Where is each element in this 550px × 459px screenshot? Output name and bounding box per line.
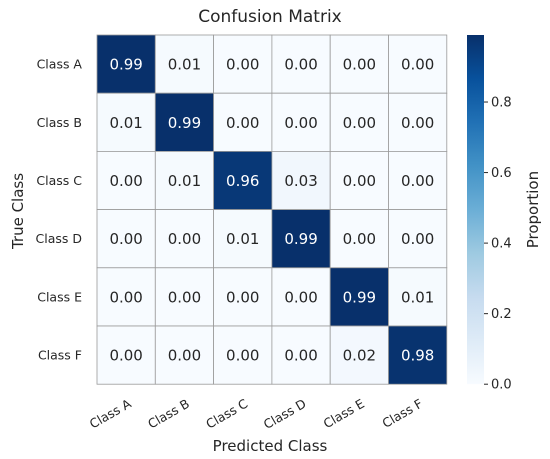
x-tick-label: Class A [87,396,134,432]
heatmap-cell [271,92,331,152]
heatmap-cell [271,325,331,385]
cell-value-label: 0.00 [343,230,376,248]
cell-value-label: 0.00 [284,114,317,132]
y-axis-ticks: Class A Class B Class C Class D Class E Class… [36,57,83,363]
cell-value-label: 0.00 [401,114,434,132]
cell-value-label: 0.00 [109,288,142,306]
heatmap-cell [213,209,273,269]
heatmap-cells: 0.99 0.01 0.00 0.00 0.00 0.00 0.01 0.99 0.00 0.00… [96,34,448,385]
heatmap-cell [271,267,331,327]
cell-value-label: 0.00 [168,347,201,365]
cell-value-label: 0.00 [168,288,201,306]
cell-value-label: 0.99 [168,114,201,132]
heatmap-cell [271,209,331,269]
cell-value-label: 0.03 [284,172,317,190]
x-tick-label: Class B [145,396,192,432]
heatmap-cell [271,150,331,210]
cell-value-label: 0.00 [109,172,142,190]
cell-value-label: 0.00 [226,114,259,132]
heatmap-cell [96,150,156,210]
y-tick-label: Class A [37,57,83,72]
colorbar-tick-label: 0.0 [491,378,512,393]
cell-value-label: 0.00 [401,172,434,190]
colorbar: 0.0 0.2 0.4 0.6 0.8 Proportion [467,35,542,393]
cell-value-label: 0.01 [226,230,259,248]
cell-value-label: 0.00 [284,347,317,365]
heatmap-cell [154,34,215,94]
colorbar-gradient [467,35,484,385]
cell-value-label: 0.01 [168,56,201,74]
cell-value-label: 0.00 [284,288,317,306]
colorbar-tick-label: 0.2 [491,307,512,322]
colorbar-tick-label: 0.8 [491,96,512,111]
y-tick-label: Class B [37,115,82,130]
cell-value-label: 0.00 [226,56,259,74]
y-tick-label: Class C [36,173,82,188]
heatmap-cell [388,209,448,269]
heatmap-cell [388,34,448,94]
heatmap-cell [329,34,389,94]
cell-value-label: 0.00 [226,288,259,306]
cell-value-label: 0.99 [284,230,317,248]
heatmap-cell [329,209,389,269]
cell-value-label: 0.00 [343,172,376,190]
cell-value-label: 0.00 [168,230,201,248]
heatmap-cell [388,92,448,152]
x-tick-label: Class F [379,396,425,431]
cell-value-label: 0.00 [226,347,259,365]
x-axis-label: Predicted Class [213,437,328,455]
heatmap-cell [329,150,389,210]
x-axis-ticks: Class A Class B Class C Class D Class E Class… [87,396,425,432]
cell-value-label: 0.00 [401,56,434,74]
y-tick-label: Class E [37,289,82,304]
heatmap-cell [96,325,156,385]
colorbar-tick-label: 0.4 [491,237,512,252]
cell-value-label: 0.96 [226,172,259,190]
colorbar-tick-label: 0.6 [491,166,512,181]
heatmap-cell [213,34,273,94]
x-tick-label: Class E [321,396,367,431]
heatmap-cell [388,325,448,385]
colorbar-ticks: 0.0 0.2 0.4 0.6 0.8 [484,96,512,393]
cell-value-label: 0.02 [343,347,376,365]
heatmap-cell [96,209,156,269]
heatmap-cell [388,267,448,327]
heatmap-cell [329,267,389,327]
heatmap-cell [154,150,215,210]
cell-value-label: 0.00 [401,230,434,248]
heatmap-cell [96,34,156,94]
heatmap-cell [213,267,273,327]
colorbar-label: Proportion [524,171,542,248]
cell-value-label: 0.00 [109,347,142,365]
cell-value-label: 0.00 [343,114,376,132]
heatmap-cell [154,209,215,269]
cell-value-label: 0.00 [109,230,142,248]
cell-value-label: 0.00 [284,56,317,74]
cell-value-label: 0.01 [168,172,201,190]
x-tick-label: Class D [261,396,309,432]
cell-value-label: 0.00 [343,56,376,74]
chart-title: Confusion Matrix [198,7,342,27]
cell-value-label: 0.01 [109,114,142,132]
y-tick-label: Class F [38,348,82,363]
cell-value-label: 0.01 [401,288,434,306]
heatmap-cell [271,34,331,94]
x-tick-label: Class C [203,396,250,432]
y-tick-label: Class D [36,231,82,246]
heatmap-cell [154,92,215,152]
cell-value-label: 0.98 [401,347,434,365]
y-axis-label: True Class [9,173,27,250]
cell-value-label: 0.99 [343,288,376,306]
heatmap-cell [388,150,448,210]
cell-value-label: 0.99 [109,56,142,74]
heatmap-cell [96,267,156,327]
heatmap-cell [329,325,389,385]
